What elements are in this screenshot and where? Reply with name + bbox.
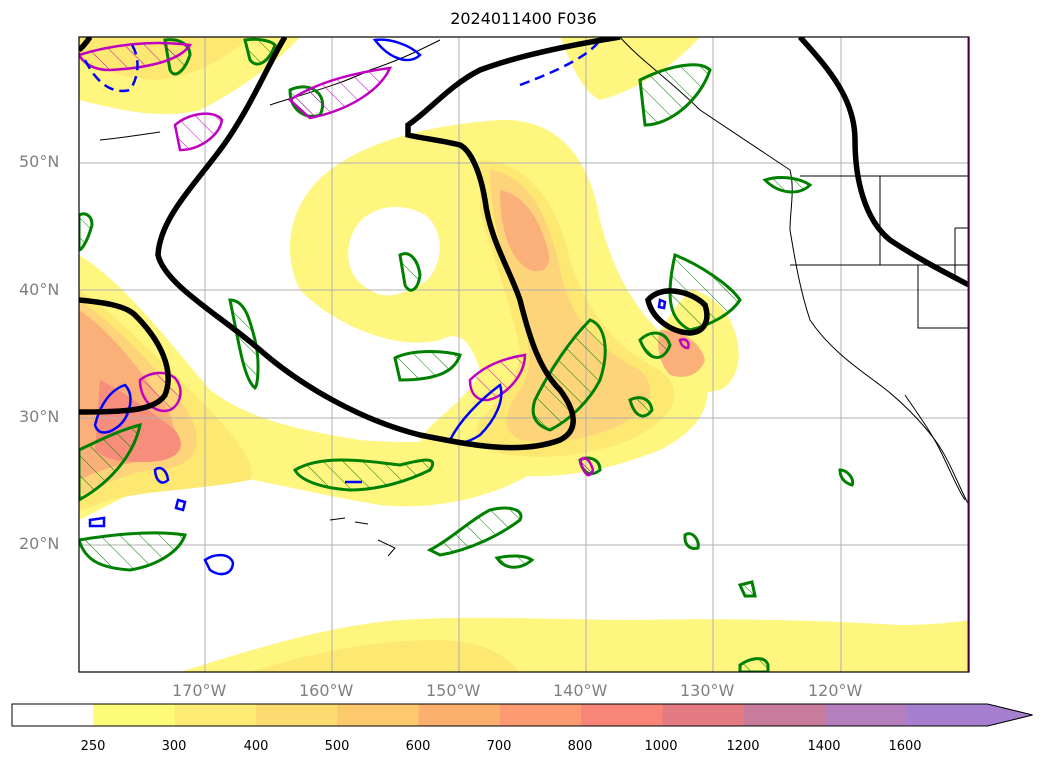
magenta-region-7: [287, 66, 393, 120]
colorbar-segment-10: [825, 704, 907, 726]
magenta-region-4: [79, 41, 193, 72]
colorbar-segment-0: [12, 704, 94, 726]
green-region-17: [683, 532, 700, 550]
coastlines: [99, 37, 969, 557]
north-america-coast: [619, 37, 969, 506]
green-region-13: [494, 554, 535, 569]
magenta-region-2: [468, 353, 527, 402]
colorbar-label-800: 800: [567, 739, 593, 754]
blue-contours: [83, 38, 667, 576]
blue-region-6: [657, 298, 667, 310]
magenta-region-5: [578, 456, 595, 477]
blue-region-3: [203, 553, 235, 576]
colorbar-label-250: 250: [80, 739, 106, 754]
lon-label-150w: 150°W: [426, 681, 481, 700]
lon-label-120w: 120°W: [808, 681, 863, 700]
fill-south-2: [250, 640, 520, 672]
lon-label-130w: 130°W: [680, 681, 735, 700]
green-region-16: [79, 212, 94, 252]
colorbar-label-700: 700: [486, 739, 512, 754]
green-region-10: [638, 63, 712, 127]
magenta-contours: [79, 41, 690, 477]
colorbar-segment-1: [93, 704, 176, 726]
lon-label-170w: 170°W: [172, 681, 227, 700]
state-line-3: [917, 265, 969, 329]
fill-north-3: [560, 37, 700, 100]
green-region-9: [628, 396, 654, 418]
black-contours: [79, 37, 969, 451]
colorbar-segment-4: [337, 704, 419, 726]
blue-dashed-2: [83, 41, 139, 93]
colorbar-label-1600: 1600: [888, 739, 922, 754]
lat-label-40n: 40°N: [19, 280, 60, 299]
gridlines: [79, 37, 969, 672]
lat-label-50n: 50°N: [19, 152, 60, 171]
colorbar-label-1200: 1200: [726, 739, 760, 754]
plot-frame: [78, 36, 970, 673]
colorbar-segment-8: [662, 704, 745, 726]
colorbar-outline: [11, 703, 1033, 727]
black-low-west: [79, 297, 171, 415]
blue-region-4: [153, 466, 170, 484]
lon-label-160w: 160°W: [299, 681, 354, 700]
black-ridge-east: [797, 37, 969, 288]
green-region-7: [228, 298, 260, 391]
colorbar-segment-7: [581, 704, 663, 726]
aleutians-west: [99, 131, 161, 141]
black-trough-main: [155, 37, 621, 451]
colorbar-label-1400: 1400: [807, 739, 841, 754]
blue-region-1: [93, 383, 132, 434]
colorbar-segment-3: [255, 704, 338, 726]
green-region-14: [762, 176, 813, 194]
colorbar-label-1000: 1000: [644, 739, 678, 754]
colorbar-segment-6: [499, 704, 582, 726]
magenta-region-6: [678, 338, 690, 350]
black-north-west: [79, 37, 93, 53]
colorbar-segment-11: [906, 704, 989, 726]
blue-region-5: [174, 498, 187, 512]
colorbar-segment-9: [743, 704, 826, 726]
fill-spiral-4: [500, 190, 550, 272]
green-region-5: [79, 531, 187, 572]
green-contours: [79, 37, 855, 672]
green-region-23: [638, 331, 672, 359]
green-region-12: [737, 580, 757, 598]
colorbar-label-600: 600: [405, 739, 431, 754]
blue-region-9: [88, 516, 106, 528]
green-region-3: [668, 252, 742, 332]
colorbar-label-400: 400: [243, 739, 269, 754]
black-small-loop: [645, 288, 710, 336]
colorbar-extend-arrow: [987, 704, 1033, 726]
colorbar: [11, 703, 1033, 727]
map-title: 2024011400 F036: [450, 9, 597, 28]
green-region-8: [393, 350, 462, 382]
green-region-18: [838, 468, 855, 487]
colorbar-segment-5: [418, 704, 501, 726]
lat-label-30n: 30°N: [19, 407, 60, 426]
baja-coast: [904, 394, 966, 501]
green-region-4: [426, 506, 523, 557]
lat-label-20n: 20°N: [19, 534, 60, 553]
green-region-2: [531, 318, 607, 432]
green-region-1: [293, 458, 434, 492]
magenta-region-3: [173, 112, 224, 152]
green-region-22: [243, 37, 277, 66]
colorbar-segment-2: [174, 704, 257, 726]
blue-dashed-1: [519, 39, 602, 87]
hawaii: [329, 517, 396, 557]
lon-label-140w: 140°W: [553, 681, 608, 700]
green-region-6: [79, 422, 142, 502]
colorbar-label-300: 300: [161, 739, 187, 754]
green-region-19: [738, 657, 770, 672]
blue-region-8: [372, 38, 422, 62]
green-region-20: [398, 252, 422, 292]
colorbar-label-500: 500: [324, 739, 350, 754]
